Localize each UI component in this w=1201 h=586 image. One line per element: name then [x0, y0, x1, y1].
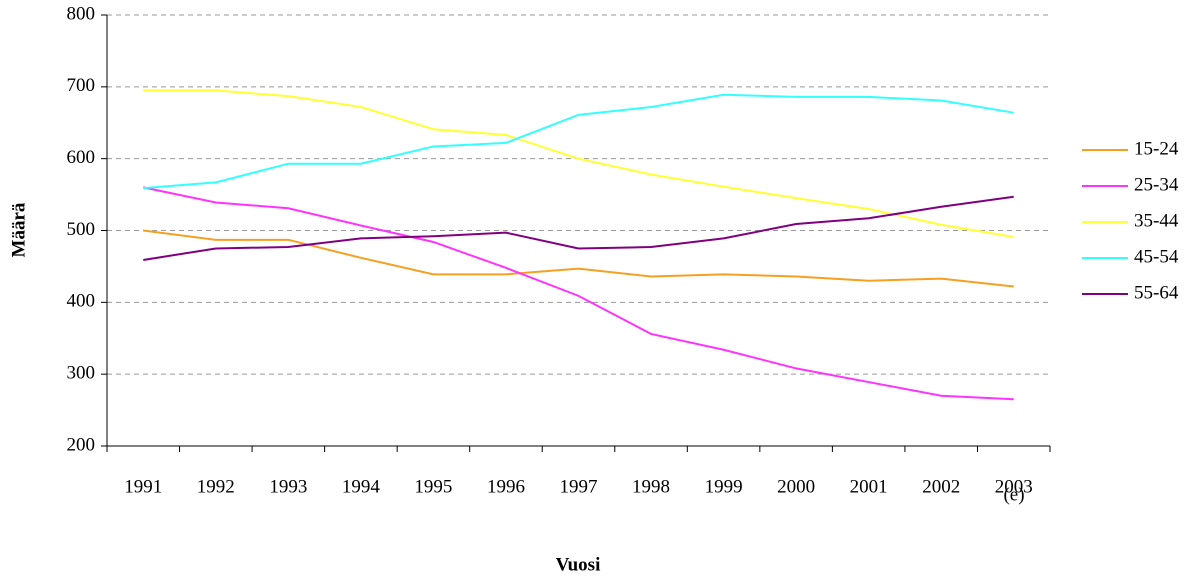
- x-tick-label: 2002: [922, 476, 960, 497]
- series-line: [143, 89, 1014, 238]
- legend-label: 55-64: [1134, 282, 1179, 303]
- legend-label: 35-44: [1134, 210, 1179, 231]
- series-line: [143, 93, 1014, 190]
- x-tick-label: 1994: [342, 476, 381, 497]
- x-tick-label: 1997: [560, 476, 598, 497]
- annotation: (e): [1003, 484, 1024, 505]
- x-axis-label: Vuosi: [556, 554, 601, 575]
- y-tick-label: 400: [67, 291, 96, 312]
- y-tick-label: 500: [67, 219, 96, 240]
- x-tick-label: 1992: [197, 476, 235, 497]
- x-tick-label: 2001: [850, 476, 888, 497]
- y-tick-label: 700: [67, 75, 96, 96]
- series-line: [143, 186, 1014, 401]
- x-tick-label: 1996: [487, 476, 525, 497]
- x-tick-label: 1991: [124, 476, 162, 497]
- y-tick-label: 600: [67, 147, 96, 168]
- legend-label: 25-34: [1134, 174, 1179, 195]
- x-tick-label: 1993: [269, 476, 307, 497]
- x-tick-label: 1998: [632, 476, 670, 497]
- y-axis-label: Määrä: [8, 202, 29, 257]
- series-line: [143, 229, 1014, 288]
- y-tick-label: 800: [67, 3, 96, 24]
- series-line: [143, 195, 1014, 261]
- x-tick-label: 1999: [705, 476, 743, 497]
- x-tick-label: 2000: [777, 476, 815, 497]
- y-tick-label: 200: [67, 434, 96, 455]
- x-tick-label: 1995: [414, 476, 452, 497]
- legend-label: 15-24: [1134, 138, 1179, 159]
- y-tick-label: 300: [67, 363, 96, 384]
- x-tick-label: 2003: [995, 476, 1033, 497]
- legend-label: 45-54: [1134, 246, 1179, 267]
